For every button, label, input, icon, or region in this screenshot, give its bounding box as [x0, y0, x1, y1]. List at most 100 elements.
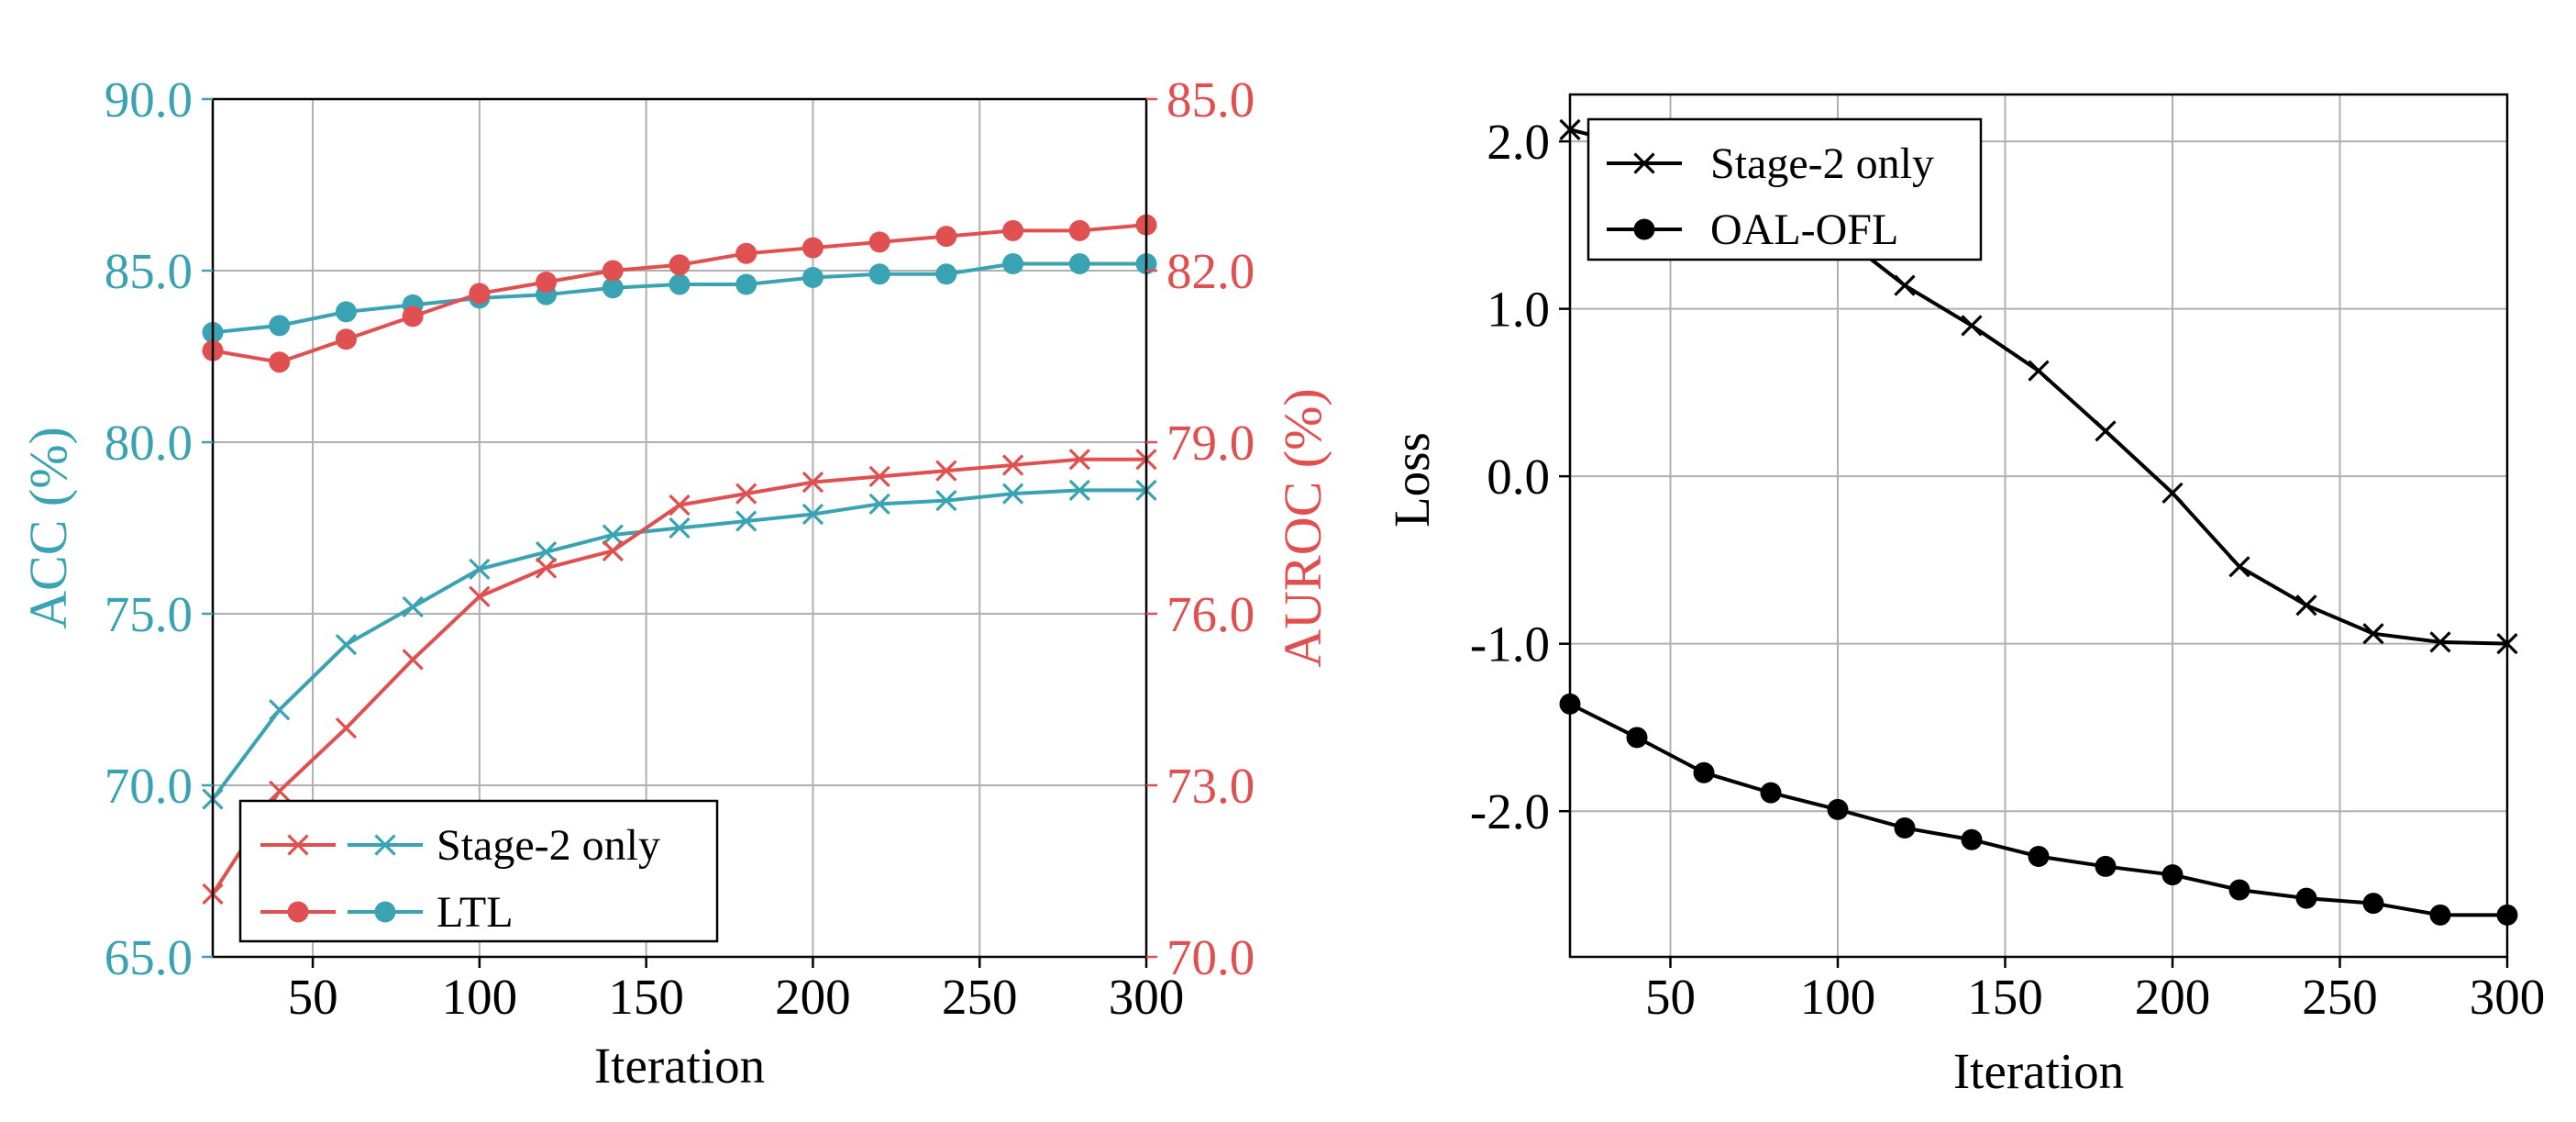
- right-series-0-point: [2362, 623, 2384, 645]
- left-series-0-point: [535, 541, 558, 563]
- x-tick-label: 100: [442, 969, 518, 1025]
- left-series-3-point: [868, 231, 890, 253]
- y-tick-label: 0.0: [1487, 449, 1550, 505]
- left-series-2-point: [935, 460, 957, 482]
- left-series-3-point: [269, 351, 291, 373]
- left-series-1-point: [1068, 253, 1090, 275]
- right-ticks: 50 100 150 200 250 300 -2.0 -1.0 0.0 1.0 2.0: [1470, 114, 2545, 1025]
- right-series-1-point: [2228, 879, 2250, 901]
- left-series-0-point: [1068, 479, 1090, 501]
- left-series-0-point: [602, 524, 624, 546]
- left-series-3-point: [335, 328, 357, 350]
- right-series-1-point: [1626, 727, 1648, 749]
- right-series-1-point: [1894, 817, 1916, 839]
- right-y-axis-label: Loss: [1384, 432, 1440, 528]
- left-series-3-point: [1002, 219, 1024, 241]
- left-series-1-point: [868, 263, 890, 285]
- left-series-0-point: [335, 634, 358, 656]
- y2-tick-label: 82.0: [1166, 243, 1255, 299]
- left-series-3-point: [735, 242, 757, 264]
- y-tick-label: -2.0: [1470, 783, 1550, 839]
- left-series-1-point: [735, 273, 757, 295]
- left-series-2-point: [1001, 454, 1024, 476]
- left-legend-box: [238, 799, 719, 943]
- x-tick-label: 250: [942, 969, 1018, 1025]
- left-series-2-point: [802, 472, 824, 494]
- left-series-1-point: [1002, 253, 1024, 275]
- x-tick-label: 150: [608, 969, 684, 1025]
- left-series-0-point: [269, 699, 291, 721]
- left-legend: Stage-2 only LTL: [238, 799, 719, 943]
- left-series-3-point: [469, 283, 491, 305]
- right-plot-frame: [1568, 93, 2509, 959]
- legend-oal-ofl-marker: [1633, 218, 1655, 240]
- left-series-2-point: [868, 465, 890, 488]
- left-series-0-point: [669, 517, 691, 539]
- y2-tick-label: 79.0: [1166, 415, 1255, 471]
- left-series-layer: [202, 214, 1157, 905]
- y-tick-label: 65.0: [105, 929, 193, 985]
- y-tick-label: 70.0: [105, 758, 193, 814]
- left-series-2-point: [335, 717, 358, 739]
- right-series-0-point: [1961, 315, 1983, 337]
- legend-stage2-marker: [287, 834, 309, 856]
- right-series-0-point: [2429, 631, 2451, 653]
- x-tick-label: 50: [1645, 969, 1696, 1025]
- left-ticks: 50 100 150 200 250 300 65.0 70.0 75.0 80.0 85.0 90.…: [105, 72, 1255, 1025]
- legend-label-stage2: Stage-2 only: [437, 821, 660, 870]
- right-series-1-point: [1827, 798, 1849, 820]
- left-series-0-point: [402, 595, 424, 618]
- right-x-axis-label: Iteration: [1953, 1043, 2124, 1099]
- left-series-2-point: [269, 780, 291, 802]
- right-series-1-point: [2028, 845, 2050, 867]
- right-series-0-point: [2095, 420, 2117, 442]
- left-series-1-point: [935, 263, 957, 285]
- x-tick-label: 300: [1109, 969, 1185, 1025]
- y-tick-label: 80.0: [105, 415, 193, 471]
- right-series-1-point: [2161, 864, 2184, 886]
- left-series-0-point: [469, 558, 491, 581]
- left-series-1-point: [802, 266, 824, 288]
- y2-tick-label: 70.0: [1166, 929, 1255, 985]
- left-series-0-point: [1001, 483, 1024, 505]
- right-series-0-point: [2028, 360, 2050, 382]
- right-legend-box: [1587, 117, 1983, 261]
- right-series-1-point: [1760, 782, 1782, 804]
- x-tick-label: 300: [2470, 969, 2546, 1025]
- y-tick-label: 75.0: [105, 586, 193, 642]
- left-series-3-point: [1068, 219, 1090, 241]
- right-series-1-point: [1961, 828, 1983, 850]
- left-series-3-point: [402, 305, 424, 328]
- x-tick-label: 50: [288, 969, 338, 1025]
- legend-label-oal-ofl: OAL-OFL: [1710, 206, 1898, 254]
- y-tick-label: 85.0: [105, 243, 193, 299]
- right-series-0-point: [2161, 482, 2184, 505]
- y-tick-label: 1.0: [1487, 282, 1550, 338]
- left-series-0-point: [868, 493, 890, 515]
- left-series-2-point: [402, 649, 424, 671]
- legend-stage2-marker: [374, 834, 396, 856]
- left-series-1-point: [669, 273, 691, 295]
- left-series-0-line: [211, 488, 1146, 801]
- legend-stage2-marker: [1633, 152, 1655, 174]
- left-series-0-point: [802, 503, 824, 526]
- left-y-axis-label: ACC (%): [18, 427, 78, 629]
- legend-label-ltl: LTL: [437, 888, 514, 937]
- legend-ltl-marker: [287, 901, 309, 923]
- left-series-0-point: [735, 510, 757, 532]
- right-series-1-point: [2362, 893, 2384, 915]
- right-legend: Stage-2 only OAL-OFL: [1587, 117, 1983, 261]
- right-series-1-point: [2095, 855, 2117, 877]
- left-series-3-point: [536, 271, 558, 293]
- right-series-0-point: [2228, 556, 2250, 578]
- x-tick-label: 250: [2302, 969, 2378, 1025]
- left-series-2-point: [535, 557, 558, 579]
- right-series-1-point: [1693, 761, 1715, 783]
- left-series-3-point: [802, 237, 824, 259]
- left-y2-axis-label: AUROC (%): [1273, 388, 1332, 667]
- right-series-0-point: [1894, 274, 1916, 296]
- loss-chart: 50 100 150 200 250 300 -2.0 -1.0 0.0 1.0 2.0 Itera…: [1384, 93, 2545, 1099]
- left-series-3-point: [669, 254, 691, 276]
- left-series-2-point: [669, 494, 691, 517]
